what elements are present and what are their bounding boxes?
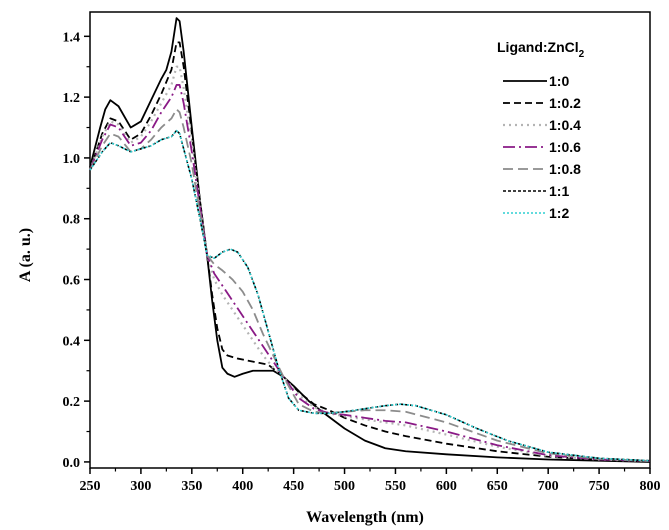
series-group xyxy=(88,17,651,463)
x-tick-label-11: 800 xyxy=(640,479,661,494)
legend-label-5: 1:0.8 xyxy=(549,161,581,177)
legend-label-1: 1:0 xyxy=(549,73,569,89)
series-line-6 xyxy=(89,129,651,462)
series-line-4 xyxy=(89,84,651,462)
series-line-5 xyxy=(89,108,651,462)
x-tick-label-7: 600 xyxy=(436,479,457,494)
x-tick-label-0: 250 xyxy=(80,479,101,494)
y-tick-label-1: 0.2 xyxy=(63,395,81,410)
x-tick-label-2: 350 xyxy=(181,479,202,494)
legend-label-3: 1:0.4 xyxy=(549,117,581,133)
legend-label-4: 1:0.6 xyxy=(549,139,581,155)
x-tick-label-9: 700 xyxy=(538,479,559,494)
y-tick-label-6: 1.2 xyxy=(63,91,81,106)
legend-label-2: 1:0.2 xyxy=(549,95,581,111)
x-tick-label-1: 300 xyxy=(130,479,151,494)
x-axis-title: Wavelength (nm) xyxy=(306,509,424,526)
series-line-1 xyxy=(89,17,651,463)
axes-group: 250 300 350 400 450 500 550 600 650 700 750 800 0.0 0… xyxy=(63,30,661,494)
y-tick-label-0: 0.0 xyxy=(63,456,81,471)
x-tick-label-6: 550 xyxy=(385,479,406,494)
legend: Ligand:ZnCl2 1:0 1:0.2 1:0.4 1:0.6 1:0.8 1:1 1… xyxy=(497,39,585,221)
series-line-7 xyxy=(89,129,651,462)
legend-title: Ligand:ZnCl2 xyxy=(497,39,585,60)
x-tick-label-4: 450 xyxy=(283,479,304,494)
y-tick-label-2: 0.4 xyxy=(63,334,81,349)
y-axis-title: A (a. u.) xyxy=(17,228,34,282)
y-tick-label-4: 0.8 xyxy=(63,213,81,228)
legend-title-main: Ligand:ZnCl xyxy=(497,39,579,55)
x-tick-label-5: 500 xyxy=(334,479,355,494)
series-line-2 xyxy=(89,41,651,462)
y-tick-label-7: 1.4 xyxy=(63,30,81,45)
y-tick-label-3: 0.6 xyxy=(63,274,81,289)
legend-label-7: 1:2 xyxy=(549,205,569,221)
legend-label-6: 1:1 xyxy=(549,183,569,199)
x-tick-label-8: 650 xyxy=(487,479,508,494)
x-tick-label-3: 400 xyxy=(232,479,253,494)
x-tick-label-10: 750 xyxy=(589,479,610,494)
y-tick-label-5: 1.0 xyxy=(63,152,81,167)
legend-title-sub: 2 xyxy=(579,49,585,60)
series-line-3 xyxy=(88,65,651,463)
